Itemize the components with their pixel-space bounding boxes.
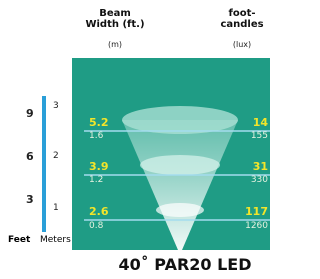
scale-unit: Meters [40,236,71,246]
scale-bar [42,96,46,232]
beam-ellipse [122,106,238,134]
lux: 330 [251,176,268,186]
lux: 155 [251,132,268,142]
meters-label: 3 [53,102,59,112]
footcandles: 31 [253,161,268,173]
meters-label: 2 [53,152,59,162]
beam-width-m: 0.8 [89,222,103,232]
header-unit: (m) [82,41,148,50]
header: Beam Width (ft.) [82,8,148,30]
beam-width-m: 1.6 [89,132,103,142]
header: foot-candles [218,8,266,30]
footcandles: 117 [245,206,268,218]
page: Beam Width (ft.) (m) foot-candles (lux) … [0,0,284,279]
feet-label: 6 [26,151,34,163]
beam-ellipse [156,203,204,217]
meters-label: 1 [53,204,59,214]
beam-width-ft: 5.2 [89,117,109,129]
feet-label: 3 [26,194,34,206]
footcandles: 14 [253,117,268,129]
feet-label: 9 [26,108,34,120]
beam-ellipse [140,155,220,175]
beam-width-m: 1.2 [89,176,103,186]
header-unit: (lux) [218,41,266,50]
title: 40˚ PAR20 LED [90,256,280,274]
beam-width-ft: 2.6 [89,206,109,218]
scale-unit: Feet [8,236,30,246]
lux: 1260 [245,222,268,232]
beam-width-ft: 3.9 [89,161,109,173]
